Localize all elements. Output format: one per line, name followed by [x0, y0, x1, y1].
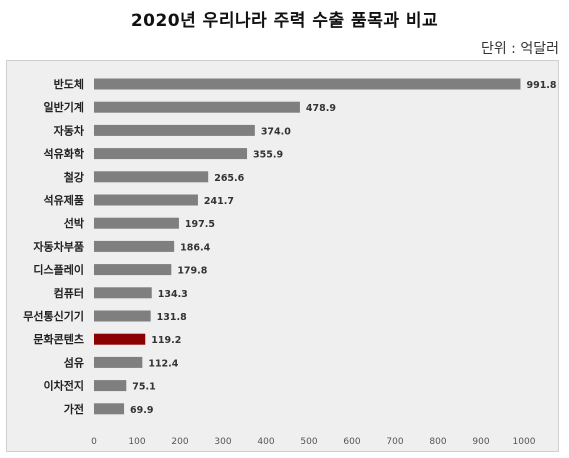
data-label: 355.9: [253, 150, 283, 161]
data-label: 75.1: [132, 382, 155, 393]
data-label: 119.2: [151, 335, 181, 346]
category-label: 석유화학: [44, 147, 84, 161]
data-label: 134.3: [158, 289, 188, 300]
data-label: 374.0: [261, 126, 291, 137]
bar: [94, 78, 521, 90]
x-tick-label: 700: [386, 437, 403, 447]
bar: [94, 101, 300, 113]
category-label: 컴퓨터: [54, 286, 84, 300]
category-label: 섬유: [64, 355, 84, 369]
data-label: 265.6: [214, 173, 244, 184]
data-label: 186.4: [180, 242, 210, 253]
data-label: 991.8: [526, 80, 556, 91]
unit-label: 단위 : 억달러: [480, 41, 559, 57]
bar: [94, 333, 146, 345]
bar: [94, 240, 175, 252]
bar: [94, 217, 179, 229]
x-tick-label: 600: [343, 437, 360, 447]
bar: [94, 194, 198, 206]
x-tick-label: 0: [91, 437, 97, 447]
data-label: 112.4: [148, 358, 178, 369]
x-tick-label: 500: [300, 437, 317, 447]
category-label: 철강: [64, 170, 84, 184]
bar: [94, 124, 255, 136]
category-label: 반도체: [54, 77, 84, 91]
category-label: 선박: [64, 216, 84, 230]
category-label: 가전: [64, 402, 84, 416]
bar: [94, 356, 143, 368]
data-label: 69.9: [130, 405, 153, 416]
data-label: 179.8: [177, 266, 207, 277]
category-label: 이차전지: [44, 379, 84, 393]
bar: [94, 171, 209, 183]
category-label: 문화콘텐츠: [33, 332, 84, 346]
category-label: 일반기계: [44, 100, 84, 114]
data-label: 131.8: [157, 312, 187, 323]
x-tick-label: 300: [214, 437, 231, 447]
category-label: 자동차부품: [33, 239, 84, 253]
x-tick-label: 200: [171, 437, 188, 447]
data-label: 478.9: [306, 103, 336, 114]
x-tick-label: 1000: [513, 437, 536, 447]
bar: [94, 148, 248, 160]
bar: [94, 264, 172, 276]
bar: [94, 287, 152, 299]
data-label: 197.5: [185, 219, 215, 230]
x-tick-label: 900: [472, 437, 489, 447]
x-tick-label: 100: [128, 437, 145, 447]
bar: [94, 310, 151, 322]
data-label: 241.7: [204, 196, 234, 207]
x-tick-label: 800: [429, 437, 446, 447]
bar: [94, 380, 127, 392]
x-tick-label: 400: [257, 437, 274, 447]
bar: [94, 403, 125, 415]
category-label: 무선통신기기: [23, 309, 84, 323]
chart-title: 2020년 우리나라 주력 수출 품목과 비교: [130, 11, 439, 31]
category-label: 디스플레이: [33, 263, 84, 277]
category-label: 자동차: [54, 123, 85, 137]
category-label: 석유제품: [44, 193, 84, 207]
